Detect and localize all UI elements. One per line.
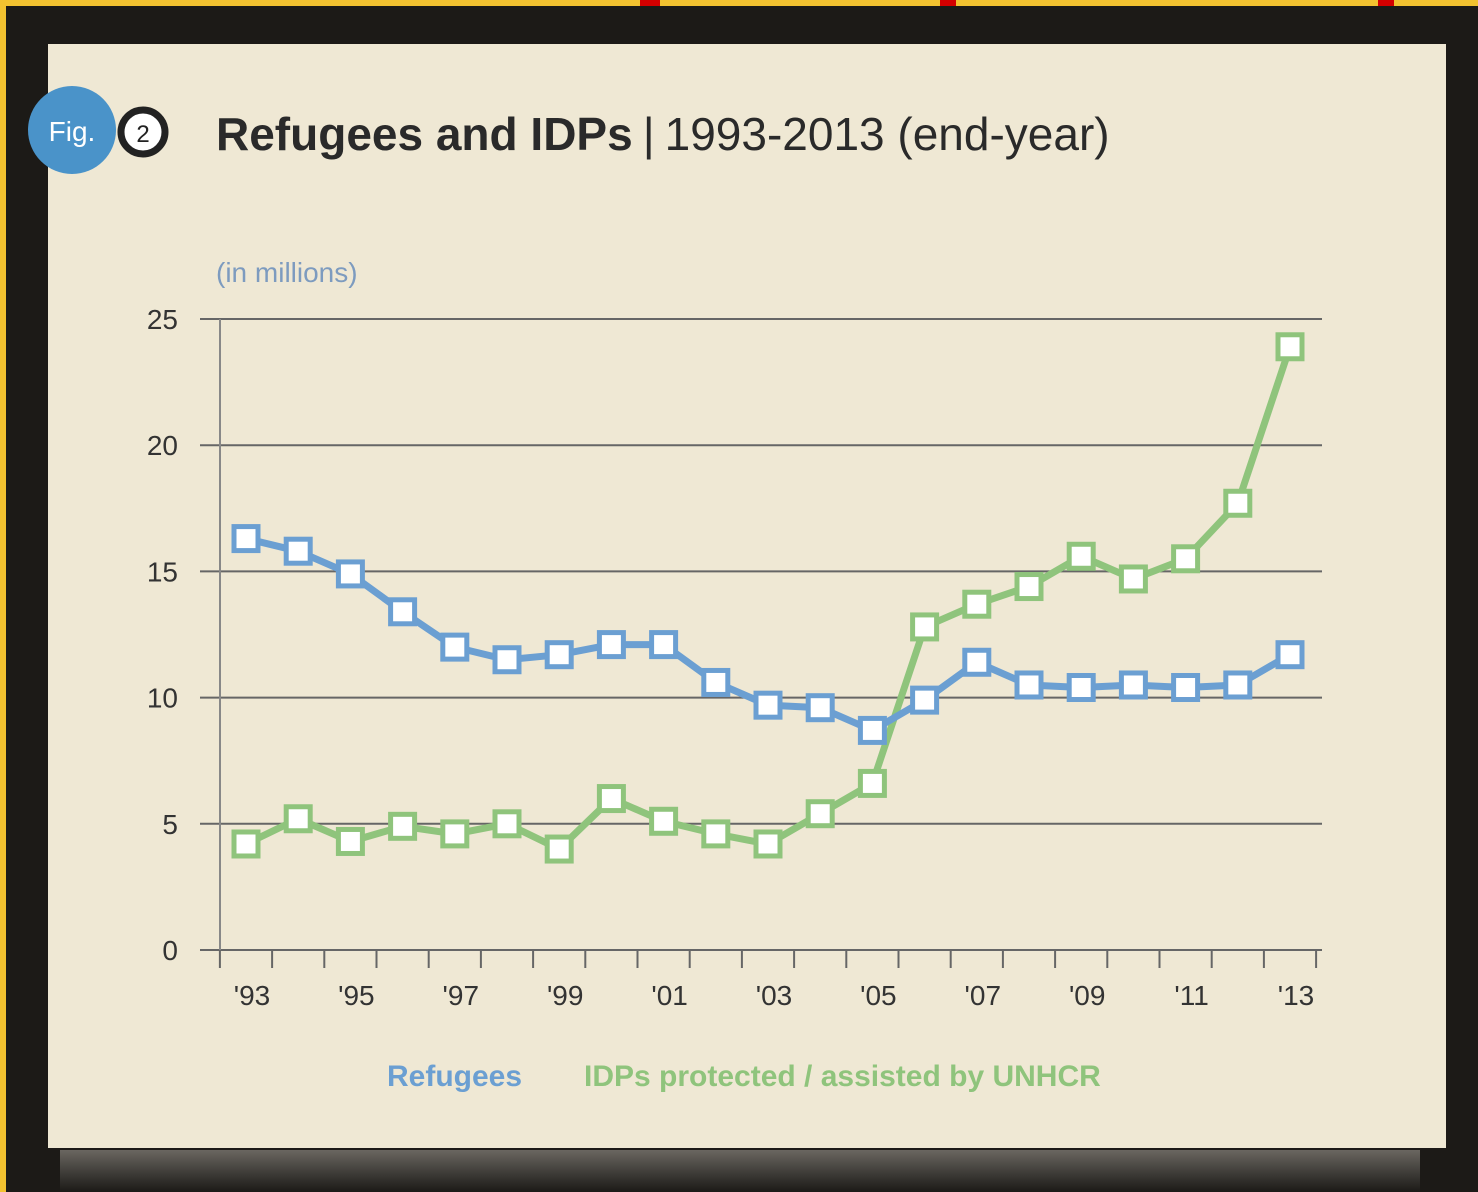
marker-refugees <box>440 632 470 662</box>
x-tick-label: '95 <box>338 980 375 1011</box>
x-tick-label: '05 <box>860 980 897 1011</box>
marker-refugees <box>857 715 887 745</box>
marker-refugees <box>1118 670 1148 700</box>
x-tick-label: '13 <box>1278 980 1315 1011</box>
marker-refugees <box>231 524 261 554</box>
marker-refugees <box>388 597 418 627</box>
marker-refugees <box>753 690 783 720</box>
chart-title: Refugees and IDPs | 1993-2013 (end-year) <box>216 108 1110 160</box>
marker-idps <box>440 819 470 849</box>
marker-idps <box>962 589 992 619</box>
marker-refugees <box>701 667 731 697</box>
marker-refugees <box>596 630 626 660</box>
marker-refugees <box>1223 670 1253 700</box>
marker-idps <box>544 834 574 864</box>
markers <box>231 332 1305 864</box>
cropped-heading-fragment <box>940 0 956 6</box>
marker-idps <box>335 826 365 856</box>
marker-idps <box>1223 488 1253 518</box>
badge-number: 2 <box>136 121 149 148</box>
marker-refugees <box>910 685 940 715</box>
marker-refugees <box>1171 673 1201 703</box>
marker-refugees <box>1275 640 1305 670</box>
y-tick-label: 25 <box>147 304 178 335</box>
x-tick-label: '03 <box>756 980 793 1011</box>
marker-refugees <box>335 559 365 589</box>
legend: Refugees IDPs protected / assisted by UN… <box>387 1060 1101 1093</box>
marker-refugees <box>492 645 522 675</box>
x-tick-label: '07 <box>965 980 1002 1011</box>
badge-circle <box>28 86 116 174</box>
marker-refugees <box>1066 673 1096 703</box>
cropped-heading-fragment <box>1378 0 1394 6</box>
marker-refugees <box>805 693 835 723</box>
marker-idps <box>1171 544 1201 574</box>
marker-idps <box>649 806 679 836</box>
x-tick-label: '93 <box>234 980 271 1011</box>
chart-title-main: Refugees and IDPs <box>216 108 633 160</box>
badge-label: Fig. <box>49 116 96 147</box>
marker-refugees <box>1014 670 1044 700</box>
y-tick-label: 15 <box>147 556 178 587</box>
x-tick-label: '01 <box>651 980 688 1011</box>
marker-idps <box>1275 332 1305 362</box>
legend-idps: IDPs protected / assisted by UNHCR <box>584 1060 1101 1093</box>
figure-panel <box>48 44 1446 1148</box>
marker-idps <box>701 819 731 849</box>
x-tick-label: '97 <box>443 980 480 1011</box>
chart-title-separator: | <box>643 108 655 160</box>
marker-idps <box>857 768 887 798</box>
y-tick-label: 0 <box>162 935 178 966</box>
marker-idps <box>388 811 418 841</box>
marker-refugees <box>649 630 679 660</box>
badge-number-ring <box>117 106 169 158</box>
marker-idps <box>283 804 313 834</box>
top-border-strip <box>0 0 1478 6</box>
chart-title-period: 1993-2013 (end-year) <box>665 108 1110 160</box>
cropped-heading-fragment <box>640 0 660 6</box>
bottom-shadow <box>60 1150 1420 1192</box>
x-tick-label: '09 <box>1069 980 1106 1011</box>
marker-idps <box>1118 564 1148 594</box>
marker-refugees <box>544 640 574 670</box>
marker-idps <box>596 784 626 814</box>
marker-idps <box>805 799 835 829</box>
axes: 0 5 10 15 20 25 '93 '95 '97 '99 '01 '03 '05 '07 '09 '11… <box>147 304 1318 1011</box>
y-tick-label: 20 <box>147 430 178 461</box>
x-tick-label: '99 <box>547 980 584 1011</box>
marker-idps <box>753 829 783 859</box>
left-border-strip <box>0 0 6 1192</box>
figure-badge: Fig. 2 <box>28 86 169 174</box>
legend-refugees: Refugees <box>387 1060 522 1093</box>
marker-idps <box>492 809 522 839</box>
marker-idps <box>1066 541 1096 571</box>
marker-refugees <box>962 647 992 677</box>
x-tick-label: '11 <box>1174 980 1208 1011</box>
y-tick-label: 5 <box>162 809 178 840</box>
marker-idps <box>910 612 940 642</box>
y-tick-label: 10 <box>147 683 178 714</box>
unit-label: (in millions) <box>216 257 358 288</box>
marker-idps <box>1014 572 1044 602</box>
marker-refugees <box>283 536 313 566</box>
marker-idps <box>231 829 261 859</box>
